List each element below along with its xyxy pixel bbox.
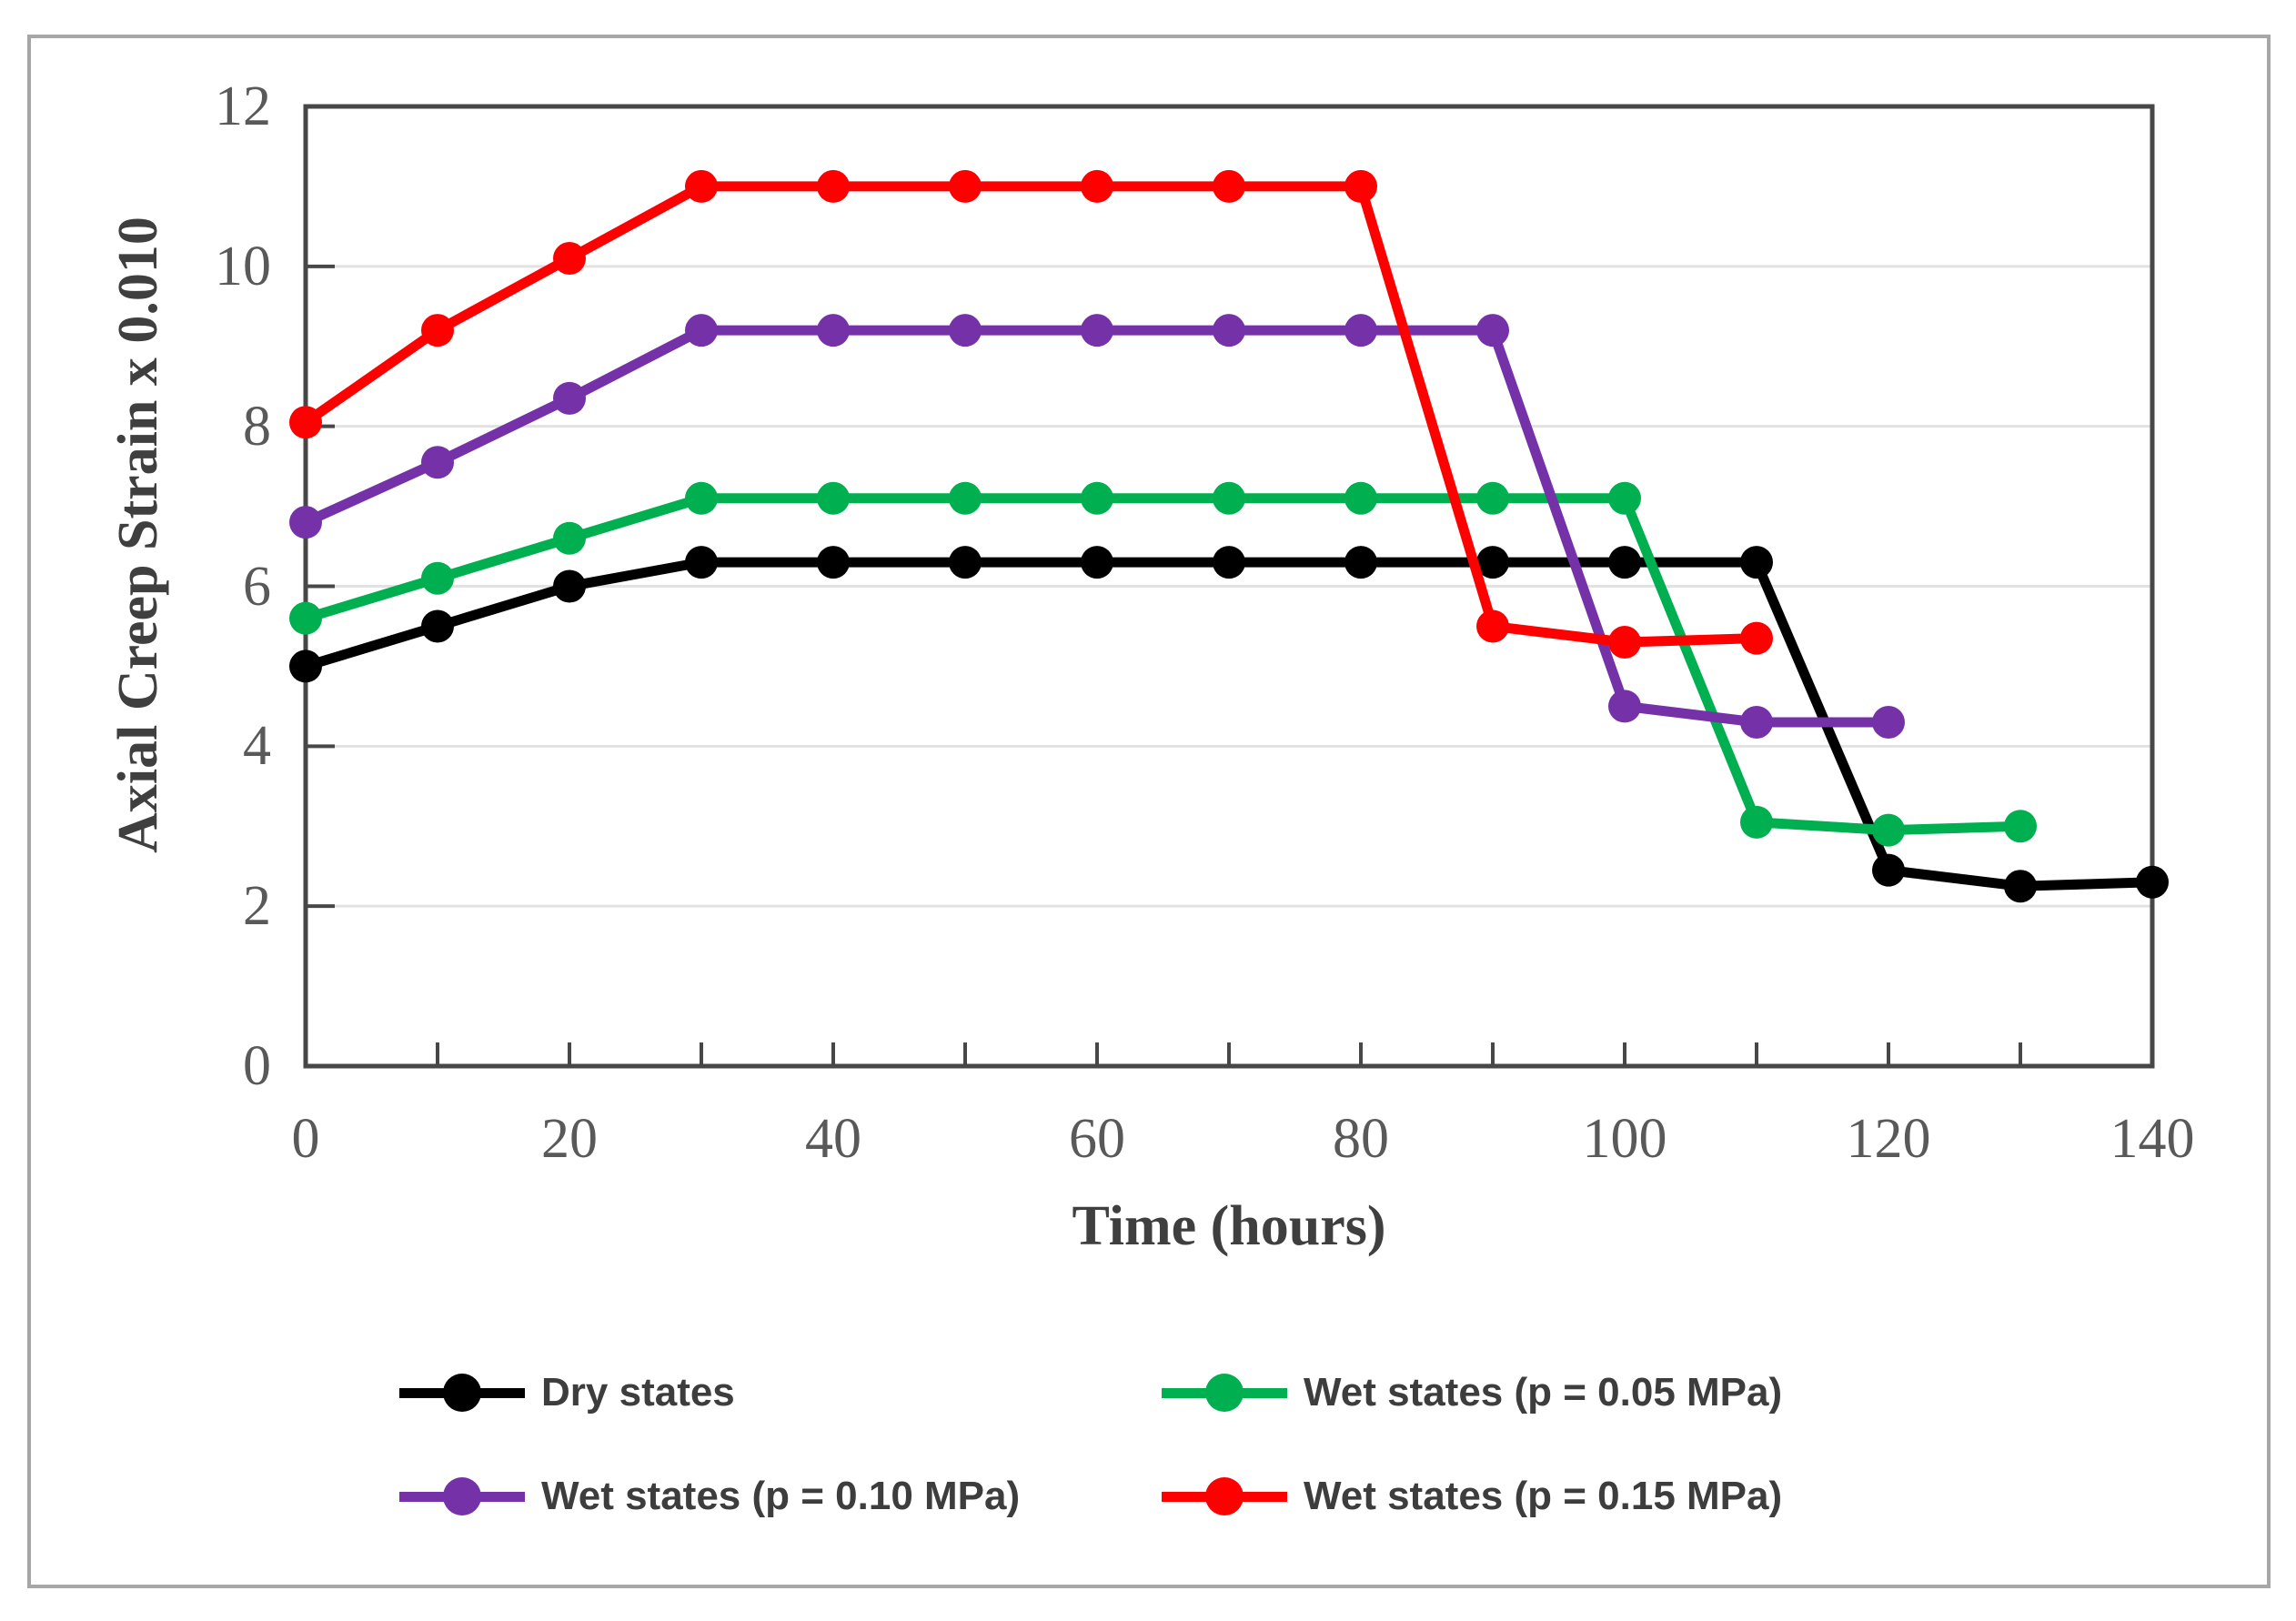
plot-border [303, 104, 2155, 1069]
series-marker-1 [1344, 481, 1377, 515]
series-marker-0 [1872, 853, 1905, 887]
series-marker-2 [1476, 314, 1509, 347]
series-marker-0 [1476, 546, 1509, 579]
legend-dot-swatch [1205, 1477, 1244, 1515]
legend-dot-swatch [443, 1374, 481, 1412]
series-marker-1 [1872, 813, 1905, 847]
x-tick-label: 140 [2110, 1108, 2195, 1170]
series-marker-3 [1081, 169, 1113, 203]
series-marker-3 [949, 169, 982, 203]
series-marker-2 [685, 314, 718, 347]
x-axis-title: Time (hours) [1072, 1195, 1386, 1257]
series-marker-3 [421, 314, 454, 347]
legend-item-wet-015: Wet states (p = 0.15 MPa) [1162, 1475, 1782, 1518]
series-marker-1 [817, 481, 850, 515]
legend-label-dry-states: Dry states [541, 1370, 735, 1415]
x-tick-label: 20 [541, 1108, 598, 1170]
legend-marker-wet-005 [1162, 1371, 1287, 1415]
legend-label-wet-005: Wet states (p = 0.05 MPa) [1304, 1370, 1783, 1415]
legend-marker-wet-015 [1162, 1475, 1287, 1518]
series-line-3 [300, 181, 1762, 648]
series-marker-0 [2004, 870, 2037, 903]
y-tick-label: 8 [243, 395, 271, 458]
series-marker-2 [1872, 705, 1905, 739]
x-tick-label: 100 [1582, 1108, 1667, 1170]
legend-item-wet-010: Wet states (p = 0.10 MPa) [399, 1475, 1162, 1518]
figure-border-frame [27, 35, 2271, 1588]
series-marker-1 [289, 601, 322, 635]
series-marker-0 [817, 546, 850, 579]
series-marker-2 [1344, 314, 1377, 347]
series-marker-0 [421, 609, 454, 643]
series-marker-3 [685, 169, 718, 203]
series-marker-0 [289, 649, 322, 683]
legend-dot-swatch [1205, 1374, 1244, 1412]
y-tick-label: 10 [215, 235, 271, 297]
series-marker-1 [1081, 481, 1113, 515]
series-marker-1 [2004, 810, 2037, 843]
y-tick-label: 4 [243, 715, 271, 778]
series-line-2 [300, 325, 1894, 728]
y-tick-label: 0 [243, 1035, 271, 1097]
y-axis-title: Axial Creep Strain x 0.010 [107, 216, 169, 853]
series-marker-1 [1740, 805, 1773, 839]
y-tick-label: 12 [215, 76, 271, 137]
legend: Dry states Wet states (p = 0.05 MPa) Wet… [399, 1357, 1782, 1565]
x-tick-label: 60 [1069, 1108, 1125, 1170]
x-tick-label: 120 [1846, 1108, 1931, 1170]
series-marker-2 [817, 314, 850, 347]
series-marker-0 [1740, 546, 1773, 579]
y-tick-label: 6 [243, 555, 271, 618]
legend-dot-swatch [443, 1477, 481, 1515]
series-marker-1 [421, 561, 454, 595]
series-marker-0 [553, 569, 586, 603]
legend-marker-wet-010 [399, 1475, 525, 1518]
legend-label-wet-010: Wet states (p = 0.10 MPa) [541, 1474, 1021, 1518]
series-marker-2 [949, 314, 982, 347]
series-marker-2 [1740, 705, 1773, 739]
series-marker-3 [1213, 169, 1245, 203]
series-marker-2 [1213, 314, 1245, 347]
x-tick-label: 80 [1333, 1108, 1389, 1170]
series-marker-0 [2136, 865, 2169, 899]
series-marker-1 [949, 481, 982, 515]
series-marker-0 [685, 546, 718, 579]
legend-row-1: Dry states Wet states (p = 0.05 MPa) [399, 1357, 1782, 1428]
series-marker-3 [1344, 169, 1377, 203]
legend-marker-dry-states [399, 1371, 525, 1415]
legend-label-wet-015: Wet states (p = 0.15 MPa) [1304, 1474, 1783, 1518]
series-marker-3 [817, 169, 850, 203]
series-marker-0 [1344, 546, 1377, 579]
series-line-1 [300, 493, 2026, 836]
series-marker-0 [949, 546, 982, 579]
series-marker-0 [1081, 546, 1113, 579]
legend-item-dry-states: Dry states [399, 1371, 1162, 1415]
series-marker-2 [1608, 690, 1641, 723]
x-tick-label: 0 [291, 1108, 320, 1170]
legend-item-wet-005: Wet states (p = 0.05 MPa) [1162, 1371, 1782, 1415]
series-marker-2 [289, 506, 322, 539]
series-marker-1 [685, 481, 718, 515]
series-marker-3 [1476, 609, 1509, 643]
series-marker-2 [553, 381, 586, 415]
series-marker-0 [1608, 546, 1641, 579]
y-tick-label: 2 [243, 875, 271, 938]
series-marker-1 [1608, 481, 1641, 515]
series-marker-3 [553, 242, 586, 276]
series-marker-2 [1081, 314, 1113, 347]
series-marker-1 [1476, 481, 1509, 515]
series-marker-3 [289, 406, 322, 439]
legend-row-2: Wet states (p = 0.10 MPa) Wet states (p … [399, 1461, 1782, 1532]
series-marker-1 [1213, 481, 1245, 515]
series-marker-3 [1740, 621, 1773, 655]
series-marker-1 [553, 521, 586, 555]
series-marker-0 [1213, 546, 1245, 579]
x-tick-label: 40 [805, 1108, 861, 1170]
series-marker-3 [1608, 626, 1641, 659]
series-marker-2 [421, 446, 454, 479]
